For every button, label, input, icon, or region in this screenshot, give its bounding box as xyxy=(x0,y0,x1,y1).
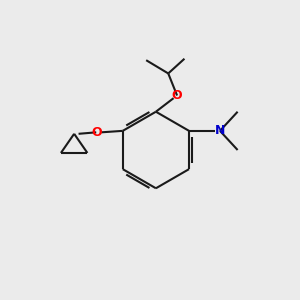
Text: O: O xyxy=(91,126,102,139)
Text: O: O xyxy=(172,89,182,102)
Text: N: N xyxy=(215,124,225,137)
